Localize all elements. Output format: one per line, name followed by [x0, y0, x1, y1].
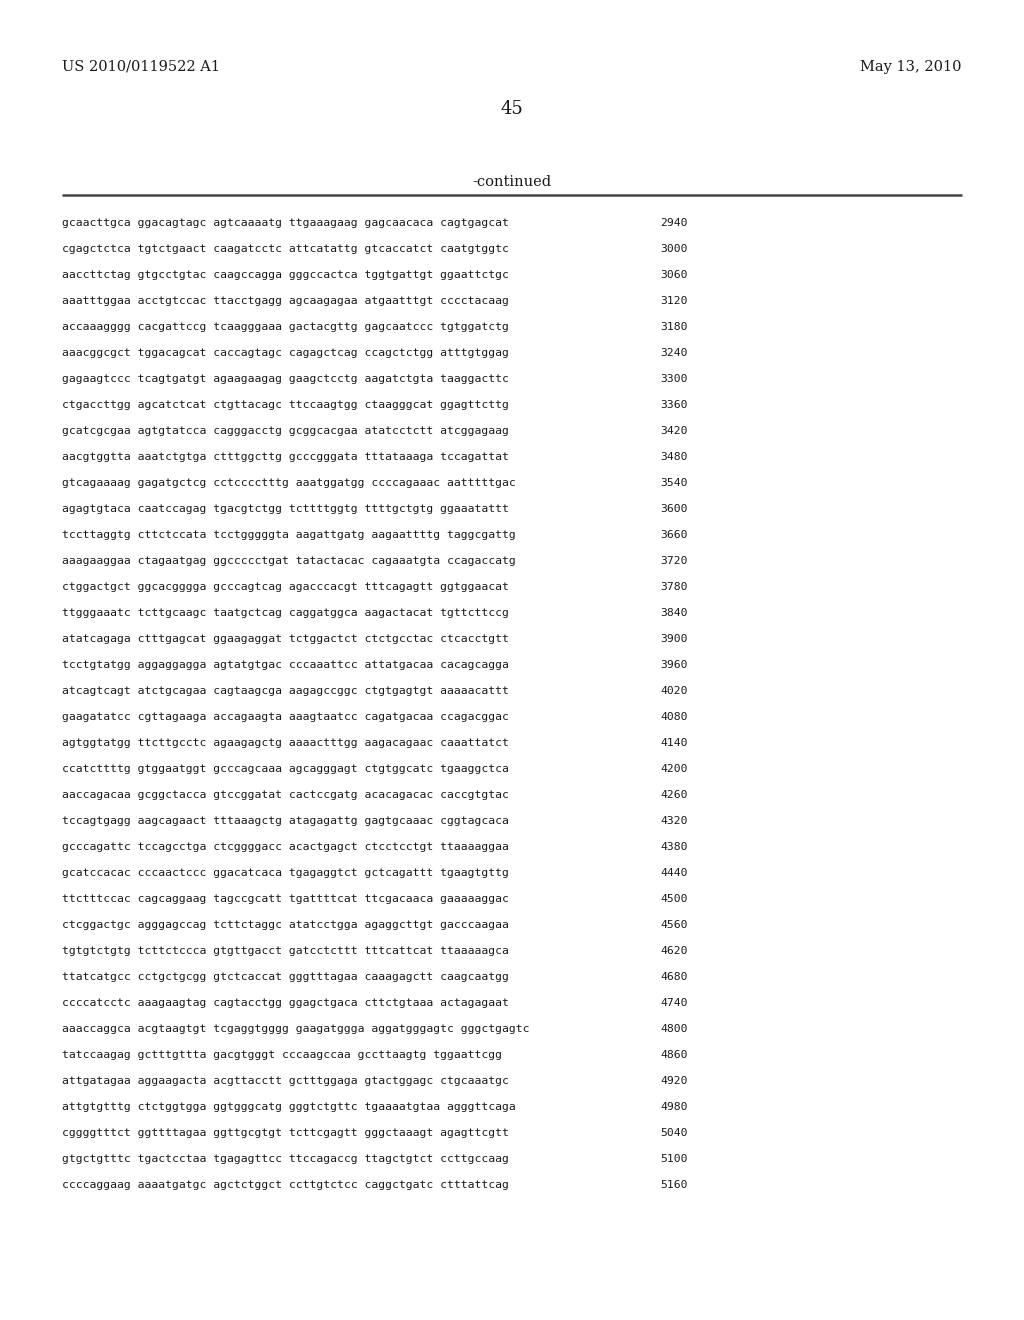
Text: 4560: 4560	[660, 920, 687, 931]
Text: aaccttctag gtgcctgtac caagccagga gggccactca tggtgattgt ggaattctgc: aaccttctag gtgcctgtac caagccagga gggccac…	[62, 271, 509, 280]
Text: agtggtatgg ttcttgcctc agaagagctg aaaactttgg aagacagaac caaattatct: agtggtatgg ttcttgcctc agaagagctg aaaactt…	[62, 738, 509, 748]
Text: aaatttggaa acctgtccac ttacctgagg agcaagagaa atgaatttgt cccctacaag: aaatttggaa acctgtccac ttacctgagg agcaaga…	[62, 296, 509, 306]
Text: 3780: 3780	[660, 582, 687, 591]
Text: 3720: 3720	[660, 556, 687, 566]
Text: accaaagggg cacgattccg tcaagggaaa gactacgttg gagcaatccc tgtggatctg: accaaagggg cacgattccg tcaagggaaa gactacg…	[62, 322, 509, 333]
Text: 4860: 4860	[660, 1049, 687, 1060]
Text: gcccagattc tccagcctga ctcggggacc acactgagct ctcctcctgt ttaaaaggaa: gcccagattc tccagcctga ctcggggacc acactga…	[62, 842, 509, 851]
Text: 4920: 4920	[660, 1076, 687, 1086]
Text: attgtgtttg ctctggtgga ggtgggcatg gggtctgttc tgaaaatgtaa agggttcaga: attgtgtttg ctctggtgga ggtgggcatg gggtctg…	[62, 1102, 516, 1111]
Text: agagtgtaca caatccagag tgacgtctgg tcttttggtg ttttgctgtg ggaaatattt: agagtgtaca caatccagag tgacgtctgg tcttttg…	[62, 504, 509, 513]
Text: US 2010/0119522 A1: US 2010/0119522 A1	[62, 59, 220, 74]
Text: 4800: 4800	[660, 1024, 687, 1034]
Text: tcctgtatgg aggaggagga agtatgtgac cccaaattcc attatgacaa cacagcagga: tcctgtatgg aggaggagga agtatgtgac cccaaat…	[62, 660, 509, 671]
Text: 4380: 4380	[660, 842, 687, 851]
Text: aaacggcgct tggacagcat caccagtagc cagagctcag ccagctctgg atttgtggag: aaacggcgct tggacagcat caccagtagc cagagct…	[62, 348, 509, 358]
Text: tccttaggtg cttctccata tcctgggggta aagattgatg aagaattttg taggcgattg: tccttaggtg cttctccata tcctgggggta aagatt…	[62, 531, 516, 540]
Text: 4260: 4260	[660, 789, 687, 800]
Text: 3660: 3660	[660, 531, 687, 540]
Text: -continued: -continued	[472, 176, 552, 189]
Text: gcatcgcgaa agtgtatcca cagggacctg gcggcacgaa atatcctctt atcggagaag: gcatcgcgaa agtgtatcca cagggacctg gcggcac…	[62, 426, 509, 436]
Text: ctcggactgc agggagccag tcttctaggc atatcctgga agaggcttgt gacccaagaa: ctcggactgc agggagccag tcttctaggc atatcct…	[62, 920, 509, 931]
Text: 3600: 3600	[660, 504, 687, 513]
Text: 3900: 3900	[660, 634, 687, 644]
Text: 45: 45	[501, 100, 523, 117]
Text: 4740: 4740	[660, 998, 687, 1008]
Text: 3420: 3420	[660, 426, 687, 436]
Text: 4080: 4080	[660, 711, 687, 722]
Text: 4620: 4620	[660, 946, 687, 956]
Text: 3480: 3480	[660, 451, 687, 462]
Text: gcaacttgca ggacagtagc agtcaaaatg ttgaaagaag gagcaacaca cagtgagcat: gcaacttgca ggacagtagc agtcaaaatg ttgaaag…	[62, 218, 509, 228]
Text: gtcagaaaag gagatgctcg cctcccctttg aaatggatgg ccccagaaac aatttttgac: gtcagaaaag gagatgctcg cctcccctttg aaatgg…	[62, 478, 516, 488]
Text: ccccatcctc aaagaagtag cagtacctgg ggagctgaca cttctgtaaa actagagaat: ccccatcctc aaagaagtag cagtacctgg ggagctg…	[62, 998, 509, 1008]
Text: 5040: 5040	[660, 1129, 687, 1138]
Text: tccagtgagg aagcagaact tttaaagctg atagagattg gagtgcaaac cggtagcaca: tccagtgagg aagcagaact tttaaagctg atagaga…	[62, 816, 509, 826]
Text: gaagatatcc cgttagaaga accagaagta aaagtaatcc cagatgacaa ccagacggac: gaagatatcc cgttagaaga accagaagta aaagtaa…	[62, 711, 509, 722]
Text: May 13, 2010: May 13, 2010	[860, 59, 962, 74]
Text: atcagtcagt atctgcagaa cagtaagcga aagagccggc ctgtgagtgt aaaaacattt: atcagtcagt atctgcagaa cagtaagcga aagagcc…	[62, 686, 509, 696]
Text: 2940: 2940	[660, 218, 687, 228]
Text: ttatcatgcc cctgctgcgg gtctcaccat gggtttagaa caaagagctt caagcaatgg: ttatcatgcc cctgctgcgg gtctcaccat gggttta…	[62, 972, 509, 982]
Text: 3540: 3540	[660, 478, 687, 488]
Text: 4020: 4020	[660, 686, 687, 696]
Text: 4980: 4980	[660, 1102, 687, 1111]
Text: tgtgtctgtg tcttctccca gtgttgacct gatcctcttt tttcattcat ttaaaaagca: tgtgtctgtg tcttctccca gtgttgacct gatcctc…	[62, 946, 509, 956]
Text: 5160: 5160	[660, 1180, 687, 1191]
Text: 4320: 4320	[660, 816, 687, 826]
Text: 3060: 3060	[660, 271, 687, 280]
Text: 4140: 4140	[660, 738, 687, 748]
Text: cggggtttct ggttttagaa ggttgcgtgt tcttcgagtt gggctaaagt agagttcgtt: cggggtttct ggttttagaa ggttgcgtgt tcttcga…	[62, 1129, 509, 1138]
Text: 4200: 4200	[660, 764, 687, 774]
Text: gagaagtccc tcagtgatgt agaagaagag gaagctcctg aagatctgta taaggacttc: gagaagtccc tcagtgatgt agaagaagag gaagctc…	[62, 374, 509, 384]
Text: 3240: 3240	[660, 348, 687, 358]
Text: 3120: 3120	[660, 296, 687, 306]
Text: 3300: 3300	[660, 374, 687, 384]
Text: 3840: 3840	[660, 609, 687, 618]
Text: aaccagacaa gcggctacca gtccggatat cactccgatg acacagacac caccgtgtac: aaccagacaa gcggctacca gtccggatat cactccg…	[62, 789, 509, 800]
Text: ccccaggaag aaaatgatgc agctctggct ccttgtctcc caggctgatc ctttattcag: ccccaggaag aaaatgatgc agctctggct ccttgtc…	[62, 1180, 509, 1191]
Text: aacgtggtta aaatctgtga ctttggcttg gcccgggata tttataaaga tccagattat: aacgtggtta aaatctgtga ctttggcttg gcccggg…	[62, 451, 509, 462]
Text: cgagctctca tgtctgaact caagatcctc attcatattg gtcaccatct caatgtggtc: cgagctctca tgtctgaact caagatcctc attcata…	[62, 244, 509, 253]
Text: 3000: 3000	[660, 244, 687, 253]
Text: 5100: 5100	[660, 1154, 687, 1164]
Text: attgatagaa aggaagacta acgttacctt gctttggaga gtactggagc ctgcaaatgc: attgatagaa aggaagacta acgttacctt gctttgg…	[62, 1076, 509, 1086]
Text: ctggactgct ggcacgggga gcccagtcag agacccacgt tttcagagtt ggtggaacat: ctggactgct ggcacgggga gcccagtcag agaccca…	[62, 582, 509, 591]
Text: 3180: 3180	[660, 322, 687, 333]
Text: aaaccaggca acgtaagtgt tcgaggtgggg gaagatggga aggatgggagtc gggctgagtc: aaaccaggca acgtaagtgt tcgaggtgggg gaagat…	[62, 1024, 529, 1034]
Text: ccatcttttg gtggaatggt gcccagcaaa agcagggagt ctgtggcatc tgaaggctca: ccatcttttg gtggaatggt gcccagcaaa agcaggg…	[62, 764, 509, 774]
Text: atatcagaga ctttgagcat ggaagaggat tctggactct ctctgcctac ctcacctgtt: atatcagaga ctttgagcat ggaagaggat tctggac…	[62, 634, 509, 644]
Text: tatccaagag gctttgttta gacgtgggt cccaagccaa gccttaagtg tggaattcgg: tatccaagag gctttgttta gacgtgggt cccaagcc…	[62, 1049, 502, 1060]
Text: aaagaaggaa ctagaatgag ggccccctgat tatactacac cagaaatgta ccagaccatg: aaagaaggaa ctagaatgag ggccccctgat tatact…	[62, 556, 516, 566]
Text: 4440: 4440	[660, 869, 687, 878]
Text: 3360: 3360	[660, 400, 687, 411]
Text: gtgctgtttc tgactcctaa tgagagttcc ttccagaccg ttagctgtct ccttgccaag: gtgctgtttc tgactcctaa tgagagttcc ttccaga…	[62, 1154, 509, 1164]
Text: 3960: 3960	[660, 660, 687, 671]
Text: 4680: 4680	[660, 972, 687, 982]
Text: gcatccacac cccaactccc ggacatcaca tgagaggtct gctcagattt tgaagtgttg: gcatccacac cccaactccc ggacatcaca tgagagg…	[62, 869, 509, 878]
Text: ttgggaaatc tcttgcaagc taatgctcag caggatggca aagactacat tgttcttccg: ttgggaaatc tcttgcaagc taatgctcag caggatg…	[62, 609, 509, 618]
Text: 4500: 4500	[660, 894, 687, 904]
Text: ttctttccac cagcaggaag tagccgcatt tgattttcat ttcgacaaca gaaaaaggac: ttctttccac cagcaggaag tagccgcatt tgatttt…	[62, 894, 509, 904]
Text: ctgaccttgg agcatctcat ctgttacagc ttccaagtgg ctaagggcat ggagttcttg: ctgaccttgg agcatctcat ctgttacagc ttccaag…	[62, 400, 509, 411]
